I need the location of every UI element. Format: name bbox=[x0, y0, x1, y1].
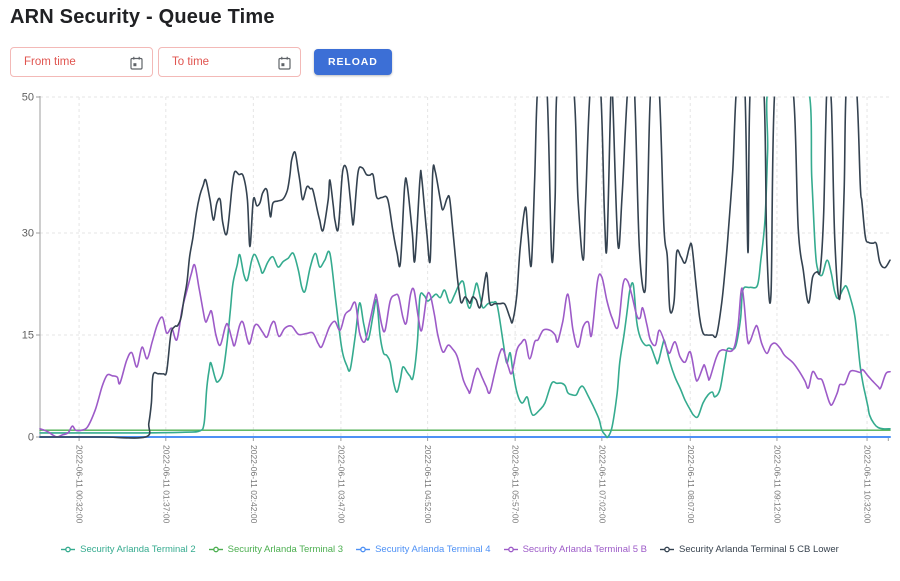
x-axis-label: 2022-06-11 01:37:00 bbox=[161, 445, 171, 524]
legend-item-1: Security Arlanda Terminal 2 bbox=[61, 544, 196, 555]
x-axis-label: 2022-06-11 07:02:00 bbox=[597, 445, 607, 524]
calendar-icon[interactable] bbox=[130, 56, 143, 70]
legend-line-marker-icon bbox=[61, 546, 76, 553]
y-axis-label: 30 bbox=[22, 228, 34, 240]
legend-line-marker-icon bbox=[208, 546, 223, 553]
calendar-icon[interactable] bbox=[278, 56, 291, 70]
from-time-input[interactable] bbox=[22, 55, 126, 69]
legend-label: Security Arlanda Terminal 3 bbox=[227, 544, 344, 555]
to-time-field[interactable] bbox=[158, 47, 301, 77]
to-time-input[interactable] bbox=[170, 55, 274, 69]
series-line bbox=[39, 263, 891, 438]
x-axis-label: 2022-06-11 05:57:00 bbox=[511, 445, 521, 524]
x-axis-label: 2022-06-11 08:07:00 bbox=[686, 445, 696, 524]
page-title: ARN Security - Queue Time bbox=[10, 6, 275, 28]
legend-label: Security Arlanda Terminal 2 bbox=[80, 544, 196, 555]
x-axis-label: 2022-06-11 04:52:00 bbox=[423, 445, 433, 524]
x-axis-label: 2022-06-11 03:47:00 bbox=[336, 445, 346, 524]
legend-line-marker-icon bbox=[356, 546, 371, 553]
legend-label: Security Arlanda Terminal 5 B bbox=[522, 544, 648, 555]
y-axis-label: 15 bbox=[22, 330, 34, 342]
reload-button[interactable]: RELOAD bbox=[314, 49, 392, 75]
legend-item-2: Security Arlanda Terminal 3 bbox=[208, 544, 344, 555]
legend-item-3: Security Arlanda Terminal 4 bbox=[356, 544, 491, 555]
legend-line-marker-icon bbox=[503, 546, 518, 553]
series-line bbox=[39, 96, 891, 439]
series-line bbox=[39, 96, 891, 439]
legend-item-4: Security Arlanda Terminal 5 B bbox=[503, 544, 648, 555]
legend-item-5: Security Arlanda Terminal 5 CB Lower bbox=[660, 544, 839, 555]
queue-time-line-chart[interactable]: 0 15 30 50 2022-06-11 00:32:00 2022-06-11 01:… bbox=[0, 88, 900, 543]
time-filter-controls: RELOAD bbox=[10, 47, 392, 77]
legend-line-marker-icon bbox=[660, 546, 675, 553]
legend-label: Security Arlanda Terminal 4 bbox=[375, 544, 491, 555]
x-axis-label: 2022-06-11 09:12:00 bbox=[772, 445, 782, 524]
y-axis-label: 50 bbox=[22, 92, 34, 104]
x-axis-label: 2022-06-11 00:32:00 bbox=[75, 445, 85, 524]
from-time-field[interactable] bbox=[10, 47, 153, 77]
x-axis-label: 2022-06-11 10:32:00 bbox=[863, 445, 873, 524]
chart-legend: Security Arlanda Terminal 2 Security Arla… bbox=[0, 544, 900, 555]
legend-label: Security Arlanda Terminal 5 CB Lower bbox=[679, 544, 839, 555]
x-axis-label: 2022-06-11 02:42:00 bbox=[249, 445, 259, 524]
y-axis-label: 0 bbox=[28, 432, 34, 444]
